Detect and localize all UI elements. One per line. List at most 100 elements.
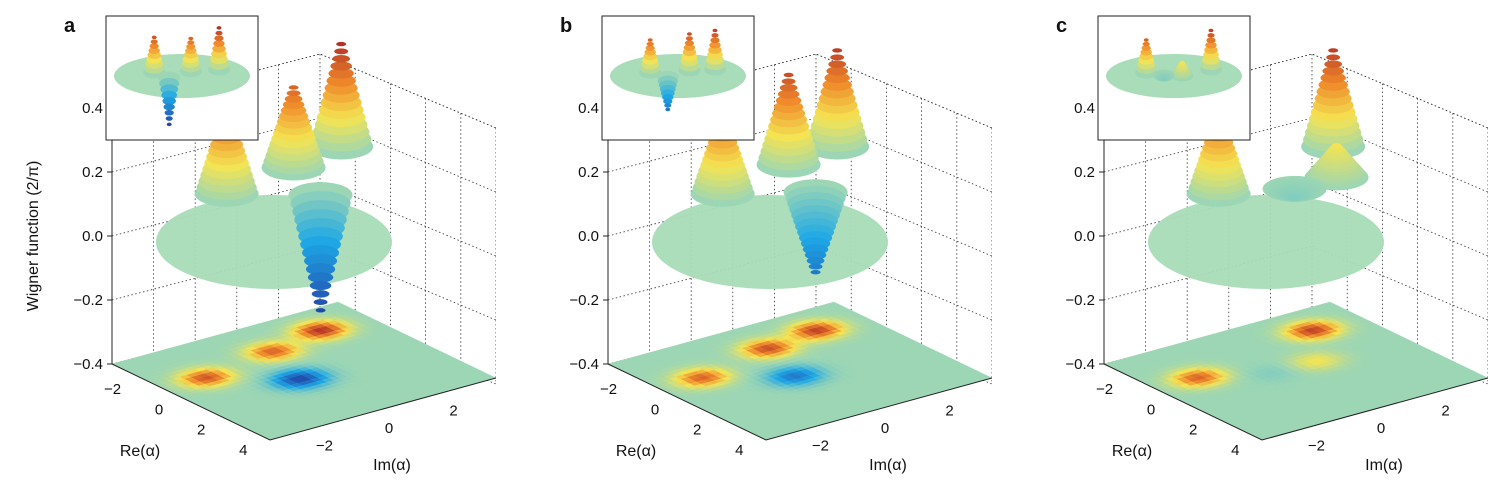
inset-peak (712, 28, 718, 33)
surface-peak (313, 299, 328, 306)
surface-peak (286, 90, 301, 97)
surface-peak (832, 48, 843, 53)
re-tick-label: −2 (104, 381, 121, 398)
re-tick-label: 4 (1231, 442, 1239, 459)
re-tick-label: 4 (735, 442, 743, 459)
inset-peak (165, 116, 173, 121)
surface-peak (1328, 48, 1339, 53)
inset-peak (646, 41, 654, 47)
inset-peak (214, 35, 224, 42)
inset-peak (709, 41, 721, 49)
z-tick-label: 0.4 (1074, 100, 1095, 117)
inset-peak (215, 30, 223, 36)
surface-peak (309, 281, 332, 291)
panel-a: 0.4 0.2 0.0 −0.2 −0.4 −2 0 2 4 −2 0 2 Re(α) Im(α) Wign… (0, 0, 496, 487)
panel-label: b (560, 15, 572, 37)
im-tick-label: −2 (1308, 438, 1325, 455)
surface (652, 48, 888, 289)
inset-peak (150, 39, 158, 45)
inset-peak (664, 103, 672, 108)
re-tick-label: 2 (693, 422, 701, 439)
z-axis-label: Wigner function (2/π) (25, 161, 42, 312)
re-axis-label: Re(α) (616, 443, 656, 460)
z-tick-label: −0.4 (569, 356, 599, 373)
surface-peak (332, 54, 351, 63)
panel-label: a (64, 15, 76, 37)
surface-peak (1331, 143, 1342, 148)
inset-peak (710, 37, 720, 44)
panel-b: 0.4 0.2 0.0 −0.2 −0.4 −2 0 2 4 −2 0 2 Re(α) Im(α) b (496, 0, 992, 487)
im-axis-label: Im(α) (1365, 457, 1403, 474)
z-tick-label: 0.2 (82, 164, 103, 181)
inset-peak (166, 122, 172, 127)
z-tick-label: −0.2 (569, 292, 599, 309)
inset-peak (1140, 48, 1152, 56)
inset-peak (148, 47, 160, 54)
surface-peak (775, 95, 802, 106)
im-tick-label: 0 (881, 420, 889, 437)
surface-peak (781, 78, 796, 85)
im-axis-label: Im(α) (373, 457, 411, 474)
inset-peak (683, 44, 696, 51)
panel-label: c (1056, 15, 1067, 37)
inset-peak (149, 43, 159, 49)
inset-peak (213, 40, 225, 47)
re-tick-label: 2 (1189, 422, 1197, 439)
z-tick-label: −0.2 (1065, 292, 1095, 309)
inset-peak (1205, 41, 1217, 49)
inset-peak (161, 90, 178, 100)
re-tick-label: −2 (600, 381, 617, 398)
inset-peak (216, 26, 222, 30)
inset-peak (163, 103, 175, 111)
inset-peak (1141, 45, 1151, 51)
inset-peak (185, 47, 197, 55)
re-axis-label: Re(α) (120, 443, 160, 460)
re-axis-label: Re(α) (1112, 443, 1152, 460)
surface-peak (334, 48, 349, 55)
inset-peak (662, 93, 674, 101)
surface-peak (288, 85, 299, 90)
inset-peak (151, 35, 157, 40)
z-tick-label: −0.2 (73, 292, 103, 309)
surface-peak (810, 269, 821, 275)
projection-heatmap (607, 301, 992, 441)
surface-peak (828, 60, 847, 68)
surface-peak (330, 61, 352, 71)
im-tick-label: 0 (385, 420, 393, 437)
inset-peak (186, 43, 196, 50)
im-tick-label: 0 (1377, 420, 1385, 437)
im-tick-label: 2 (449, 402, 457, 419)
surface-peak (1326, 54, 1341, 61)
im-tick-label: −2 (316, 438, 333, 455)
surface-peak (777, 89, 800, 99)
inset-peak (1161, 77, 1167, 82)
surface-peak (806, 257, 825, 265)
surface-peak (315, 308, 326, 313)
inset (105, 15, 259, 141)
surface-peak (336, 41, 347, 47)
z-tick-label: −0.4 (73, 356, 103, 373)
re-tick-label: 2 (197, 422, 205, 439)
z-tick-label: 0.0 (578, 228, 599, 245)
im-axis-label: Im(α) (869, 457, 907, 474)
inset-peak (212, 44, 226, 53)
surface-peak (804, 250, 827, 260)
inset-peak (187, 40, 195, 45)
surface-peak (824, 72, 850, 84)
panel-c: 0.4 0.2 0.0 −0.2 −0.4 −2 0 2 4 −2 0 2 Re(α) Im(α) c (992, 0, 1488, 487)
re-tick-label: 0 (155, 401, 163, 418)
re-tick-label: 0 (1147, 401, 1155, 418)
z-tick-label: 0.4 (82, 100, 103, 117)
inset (1097, 15, 1251, 141)
inset-peak (162, 97, 176, 105)
im-tick-label: 2 (1441, 402, 1449, 419)
re-tick-label: 4 (239, 442, 247, 459)
projection-heatmap (1103, 301, 1488, 441)
surface-peak (1289, 196, 1300, 201)
surface-peak (311, 290, 330, 298)
surface-peak (1322, 66, 1344, 76)
surface-peak (808, 263, 823, 270)
